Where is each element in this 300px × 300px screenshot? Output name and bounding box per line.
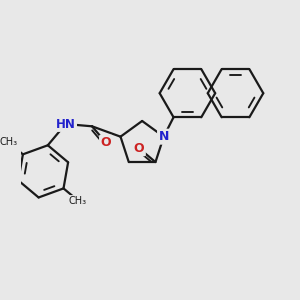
Text: CH₃: CH₃	[0, 137, 17, 147]
Text: O: O	[100, 136, 111, 149]
Text: N: N	[158, 130, 169, 143]
Text: O: O	[134, 142, 144, 155]
Text: CH₃: CH₃	[69, 196, 87, 206]
Text: HN: HN	[56, 118, 76, 130]
